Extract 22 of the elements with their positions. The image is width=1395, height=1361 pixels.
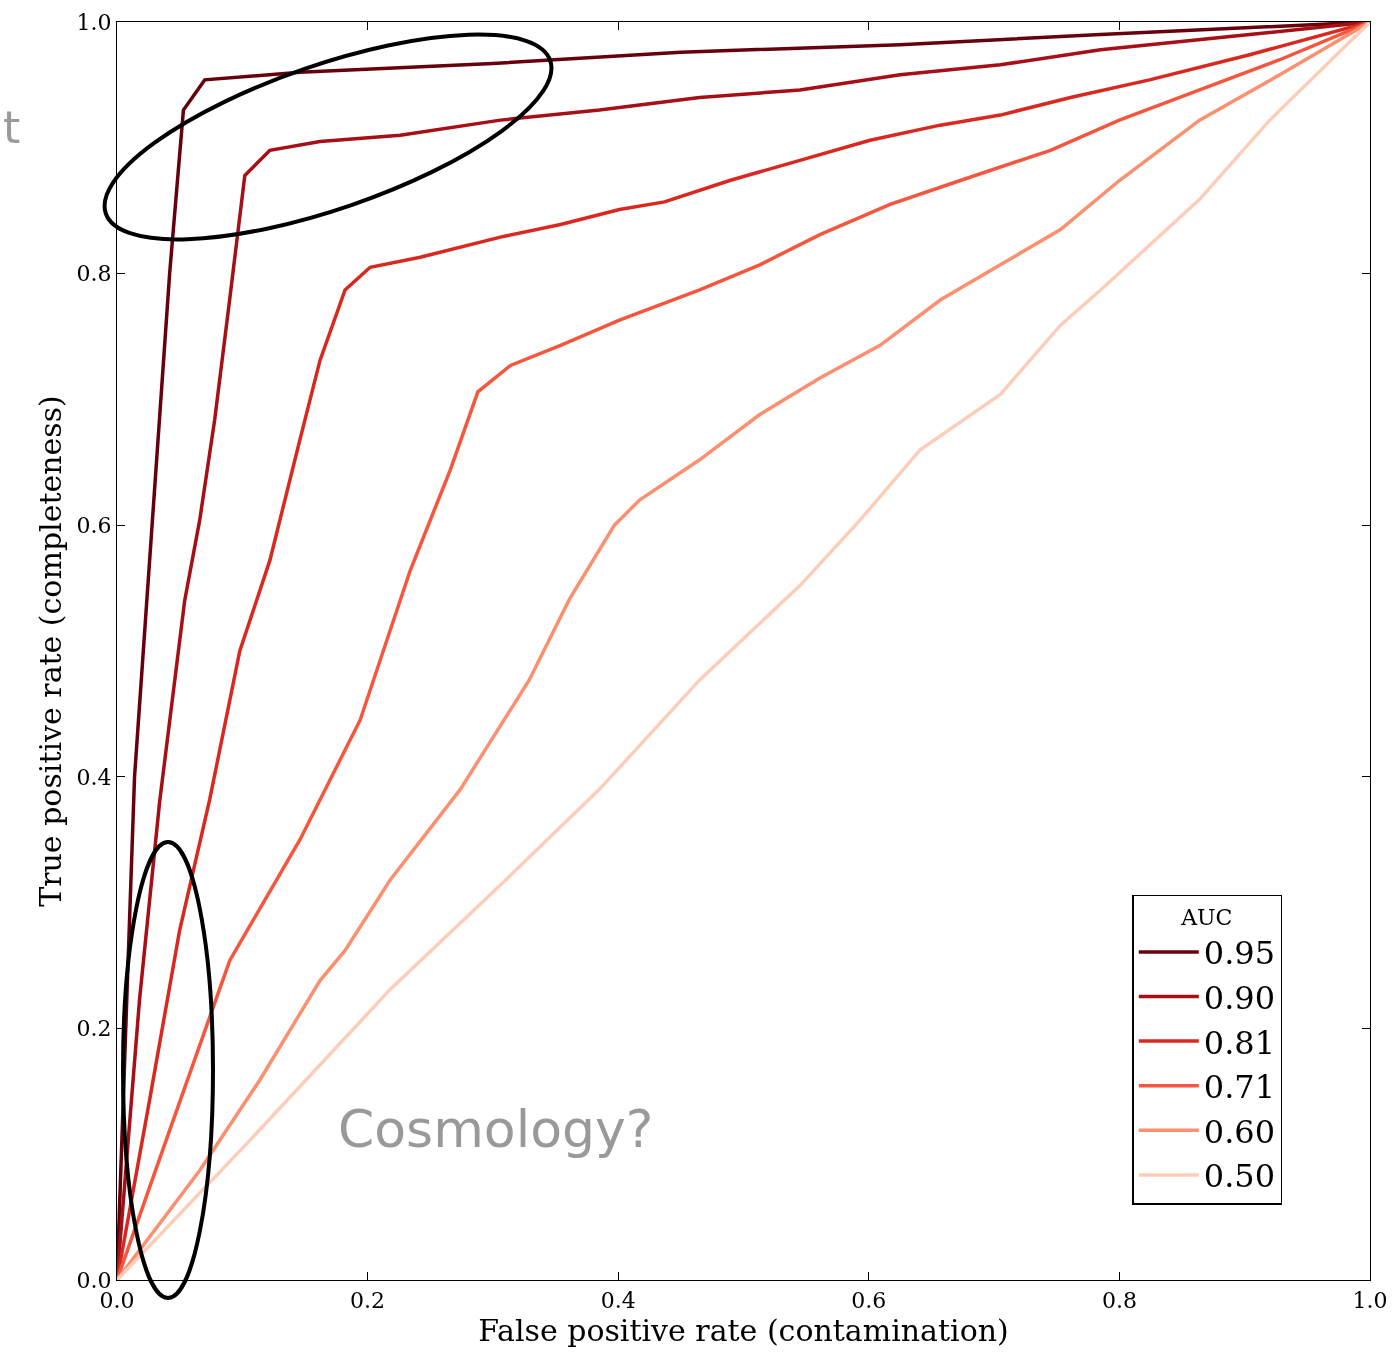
- y-tick-label: 0.6: [76, 512, 112, 538]
- x-tick-label: 0.4: [600, 1287, 636, 1313]
- legend-label: 0.90: [1203, 979, 1276, 1017]
- legend-label: 0.81: [1203, 1023, 1276, 1062]
- x-tick-label: 1.0: [1352, 1287, 1388, 1313]
- x-tick-label: 0.6: [851, 1287, 887, 1313]
- legend-title: AUC: [1180, 904, 1233, 930]
- x-tick-label: 0.2: [350, 1287, 386, 1313]
- y-axis-title: True positive rate (completeness): [32, 395, 68, 907]
- text: t: [3, 102, 21, 153]
- y-tick-label: 0.2: [76, 1016, 112, 1042]
- legend-label: 0.95: [1203, 934, 1276, 973]
- line-series: [117, 22, 1370, 1280]
- x-axis-title: False positive rate (contamination): [478, 1312, 1009, 1348]
- legend-label: 0.50: [1203, 1157, 1276, 1196]
- legend-label: 0.60: [1203, 1112, 1276, 1151]
- x-tick-label: 0.8: [1101, 1287, 1137, 1313]
- y-tick-label: 1.0: [76, 9, 112, 35]
- annotation: Cosmology?: [338, 1099, 654, 1159]
- y-tick-label: 0.8: [76, 261, 112, 287]
- y-tick-label: 0.4: [76, 764, 112, 790]
- legend-label: 0.71: [1203, 1068, 1276, 1107]
